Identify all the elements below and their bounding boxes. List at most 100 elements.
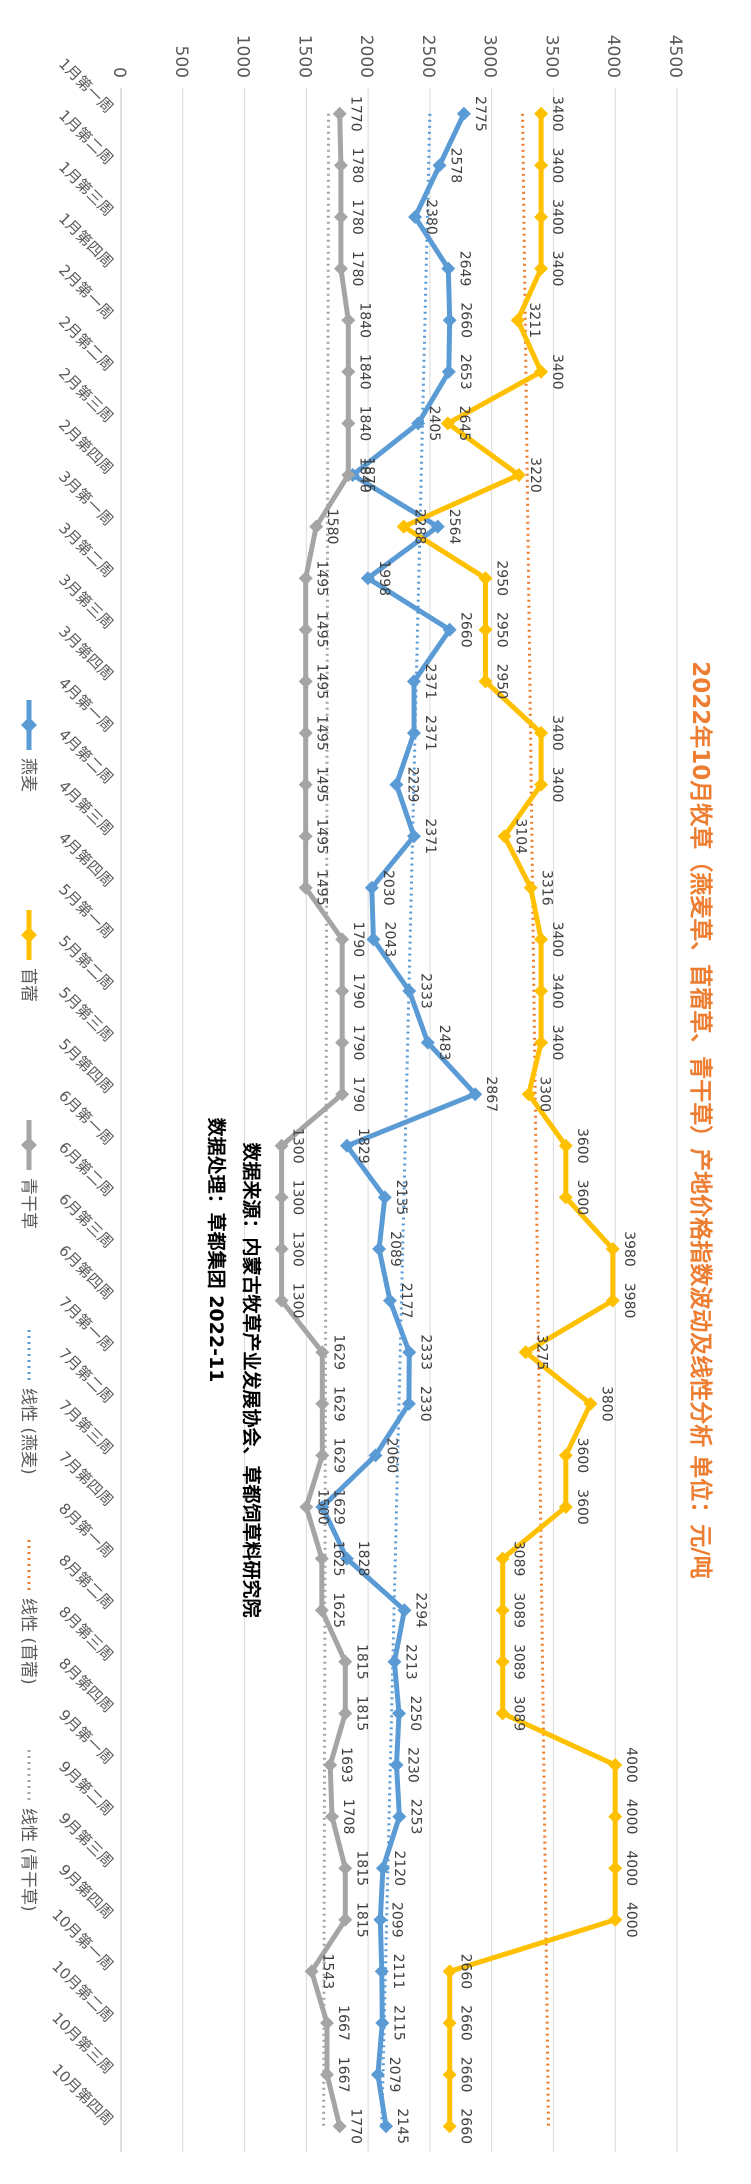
x-tick-label: 9月第二周 <box>55 1758 117 1820</box>
x-tick-label: 5月第一周 <box>55 880 117 942</box>
x-tick-label: 2月第一周 <box>55 261 117 323</box>
data-label: 3600 <box>574 1438 590 1474</box>
data-point <box>440 416 455 431</box>
data-label: 1300 <box>290 1128 306 1164</box>
data-label: 2950 <box>493 612 509 648</box>
y-tick-label: 3000 <box>480 35 500 78</box>
data-point <box>341 364 356 379</box>
x-tick-label: 7月第一周 <box>55 1293 117 1355</box>
data-point <box>478 622 493 637</box>
data-point <box>495 1551 510 1566</box>
data-label: 1790 <box>350 1076 366 1112</box>
data-label: 3980 <box>621 1283 637 1319</box>
data-label: 2111 <box>390 1954 406 1990</box>
data-point <box>511 468 526 482</box>
data-point <box>341 416 356 431</box>
data-point <box>441 364 456 379</box>
data-point <box>315 1500 330 1514</box>
data-label: 3400 <box>549 148 565 184</box>
data-label: 1495 <box>314 715 330 751</box>
data-point <box>375 2016 390 2030</box>
data-label: 2867 <box>483 1076 499 1112</box>
x-tick-label: 2月第三周 <box>55 364 117 426</box>
data-point <box>379 2119 394 2134</box>
data-label: 2333 <box>417 973 433 1009</box>
data-label: 4000 <box>623 1799 639 1835</box>
y-tick-label: 2000 <box>356 35 376 78</box>
x-tick-label: 9月第三周 <box>55 1809 117 1871</box>
data-point <box>495 1706 510 1721</box>
data-label: 2288 <box>412 509 428 545</box>
data-label: 3980 <box>621 1231 637 1267</box>
data-point <box>298 777 313 792</box>
x-tick-label: 1月第一周 <box>55 55 117 117</box>
data-label: 1840 <box>356 354 372 390</box>
data-label: 3600 <box>574 1128 590 1164</box>
data-point <box>406 726 421 740</box>
data-point <box>332 106 347 121</box>
data-point <box>339 1138 354 1153</box>
data-label: 1625 <box>330 1541 346 1577</box>
data-point <box>396 519 411 534</box>
data-label: 2371 <box>422 715 438 751</box>
data-point <box>406 829 421 844</box>
data-label: 2043 <box>381 922 397 958</box>
data-point <box>375 1861 390 1876</box>
data-point <box>274 1190 289 1205</box>
data-point <box>274 1138 289 1153</box>
data-point <box>392 1706 406 1721</box>
data-label: 3316 <box>539 870 555 906</box>
data-point <box>534 726 549 740</box>
data-label: 2030 <box>380 870 396 906</box>
data-label: 1840 <box>356 302 372 338</box>
data-label: 3089 <box>511 1541 527 1577</box>
data-label: 1708 <box>340 1799 356 1835</box>
legend-label: 苜蓿 <box>18 968 38 1002</box>
x-tick-label: 1月第四周 <box>55 210 117 272</box>
x-tick-label: 7月第二周 <box>55 1345 117 1407</box>
x-tick-label: 7月第四周 <box>55 1448 117 1510</box>
series-line <box>401 113 618 2127</box>
data-label: 2177 <box>398 1283 414 1319</box>
legend-marker <box>21 927 37 943</box>
data-point <box>605 1293 620 1308</box>
data-point <box>608 1809 623 1824</box>
data-label: 1300 <box>290 1231 306 1267</box>
x-tick-label: 4月第二周 <box>55 726 117 788</box>
data-label: 3400 <box>549 354 565 390</box>
data-point <box>389 777 404 792</box>
data-point <box>432 158 447 173</box>
data-label: 1790 <box>350 922 366 958</box>
data-label: 3400 <box>549 922 565 958</box>
data-point <box>518 1345 533 1360</box>
data-label: 1840 <box>356 457 372 493</box>
data-label: 1495 <box>314 560 330 596</box>
data-label: 3400 <box>549 96 565 132</box>
data-label: 1495 <box>314 664 330 700</box>
data-point <box>510 313 525 328</box>
data-point <box>335 984 350 998</box>
data-label: 1875 <box>361 457 377 493</box>
data-point <box>274 1242 289 1256</box>
data-label: 2250 <box>407 1696 423 1732</box>
data-point <box>360 571 375 586</box>
x-tick-label: 3月第三周 <box>55 571 117 633</box>
data-point <box>319 2067 334 2082</box>
data-point <box>495 1654 510 1669</box>
data-point <box>298 571 313 586</box>
data-point <box>333 210 348 224</box>
gridlines <box>120 88 678 2152</box>
data-label: 2333 <box>417 1334 433 1370</box>
data-point <box>366 932 381 947</box>
data-label: 1495 <box>314 870 330 906</box>
x-tick-label: 5月第三周 <box>55 984 117 1046</box>
data-label: 3600 <box>574 1180 590 1216</box>
x-tick-label: 8月第三周 <box>55 1603 117 1665</box>
data-label: 1780 <box>349 148 365 184</box>
data-label: 1629 <box>330 1334 346 1370</box>
y-tick-label: 4500 <box>665 35 685 78</box>
data-point <box>441 261 456 276</box>
data-label: 2099 <box>388 1902 404 1938</box>
data-point <box>497 829 512 844</box>
legend-label: 燕麦 <box>18 758 38 792</box>
